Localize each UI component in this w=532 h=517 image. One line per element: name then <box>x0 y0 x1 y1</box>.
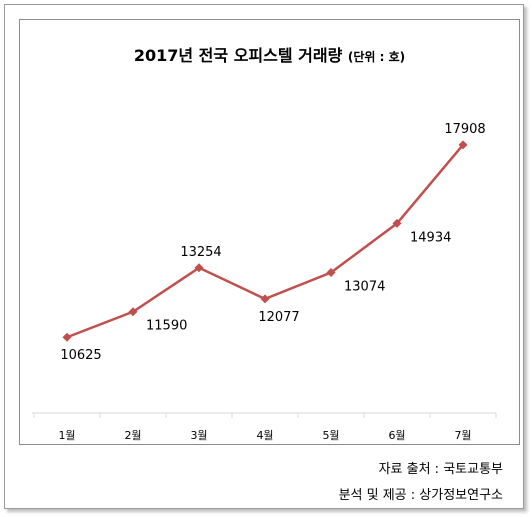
data-label: 11590 <box>146 319 187 334</box>
x-tick-label: 6월 <box>388 429 405 442</box>
x-tick-labels: 1월 2월 3월 4월 5월 6월 7월 <box>58 429 471 442</box>
data-label: 17908 <box>444 122 485 137</box>
line-chart: 10625 11590 13254 12077 13074 14934 17908 1월 2월… <box>32 122 497 442</box>
data-markers <box>62 140 468 342</box>
data-point-marker <box>458 140 468 150</box>
data-label: 14934 <box>410 230 451 245</box>
chart-title-wrap: 2017년 전국 오피스텔 거래량 (단위 : 호) <box>20 42 519 66</box>
chart-unit-note: (단위 : 호) <box>347 50 406 64</box>
data-label: 12077 <box>258 310 299 325</box>
chart-title: 2017년 전국 오피스텔 거래량 <box>133 46 343 65</box>
x-tick-label: 7월 <box>454 429 471 442</box>
x-tick-label: 5월 <box>322 429 339 442</box>
data-point-marker <box>62 332 72 342</box>
analysis-credit-note: 분석 및 제공 : 상가정보연구소 <box>338 488 503 503</box>
figure-frame: 2017년 전국 오피스텔 거래량 (단위 : 호) 10625 11590 132… <box>4 4 524 509</box>
series-line <box>66 144 464 339</box>
chart-container: 2017년 전국 오피스텔 거래량 (단위 : 호) 10625 11590 132… <box>19 19 520 445</box>
x-tick-label: 2월 <box>124 429 141 442</box>
data-source-note: 자료 출처 : 국토교통부 <box>378 462 503 477</box>
x-tick-label: 4월 <box>256 429 273 442</box>
data-label: 13074 <box>344 280 385 295</box>
data-point-marker <box>260 294 270 304</box>
data-label: 10625 <box>60 348 101 363</box>
data-point-marker <box>194 263 204 273</box>
data-point-marker <box>326 268 336 278</box>
data-labels: 10625 11590 13254 12077 13074 14934 17908 <box>60 122 485 363</box>
data-point-marker <box>128 307 138 317</box>
x-tick-label: 3월 <box>190 429 207 442</box>
data-label: 13254 <box>180 245 221 260</box>
x-tick-marks <box>33 413 497 418</box>
x-tick-label: 1월 <box>58 429 75 442</box>
data-point-marker <box>392 218 402 228</box>
source-notes: 자료 출처 : 국토교통부 분석 및 제공 : 상가정보연구소 <box>339 457 503 509</box>
